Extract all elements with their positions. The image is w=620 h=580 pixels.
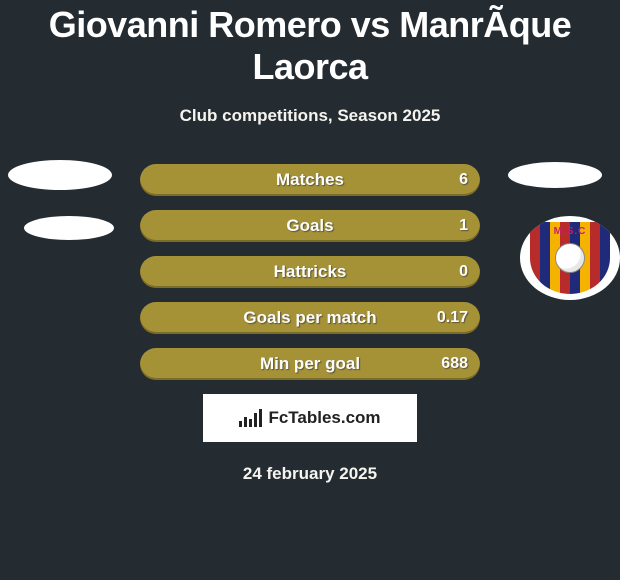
- logo-ellipse-left-1: [8, 160, 112, 190]
- logo-ellipse-right-1: [508, 162, 602, 188]
- brand-box: FcTables.com: [203, 394, 417, 442]
- stat-label: Min per goal: [140, 348, 480, 380]
- stat-row: Matches 6: [140, 164, 480, 196]
- stat-value: 1: [459, 210, 468, 242]
- stat-value: 0.17: [437, 302, 468, 334]
- stat-value: 688: [441, 348, 468, 380]
- soccer-ball-icon: [555, 243, 585, 273]
- stats-area: M.S.C Matches 6 Goals 1 Hattricks 0 Goal…: [0, 164, 620, 380]
- stat-value: 6: [459, 164, 468, 196]
- club-badge-shield: M.S.C: [530, 222, 610, 294]
- brand-text: FcTables.com: [268, 408, 380, 428]
- stat-label: Matches: [140, 164, 480, 196]
- stat-label: Goals: [140, 210, 480, 242]
- club-badge-label: M.S.C: [530, 226, 610, 237]
- footer-date: 24 february 2025: [0, 464, 620, 484]
- subtitle: Club competitions, Season 2025: [0, 106, 620, 126]
- logo-ellipse-left-2: [24, 216, 114, 240]
- club-badge: M.S.C: [520, 216, 620, 300]
- stat-label: Hattricks: [140, 256, 480, 288]
- bar-chart-icon: [239, 409, 262, 427]
- stat-rows: Matches 6 Goals 1 Hattricks 0 Goals per …: [140, 164, 480, 380]
- stat-row: Hattricks 0: [140, 256, 480, 288]
- stat-value: 0: [459, 256, 468, 288]
- stat-label: Goals per match: [140, 302, 480, 334]
- page-title: Giovanni Romero vs ManrÃ­que Laorca: [0, 0, 620, 88]
- stat-row: Goals 1: [140, 210, 480, 242]
- stat-row: Min per goal 688: [140, 348, 480, 380]
- stat-row: Goals per match 0.17: [140, 302, 480, 334]
